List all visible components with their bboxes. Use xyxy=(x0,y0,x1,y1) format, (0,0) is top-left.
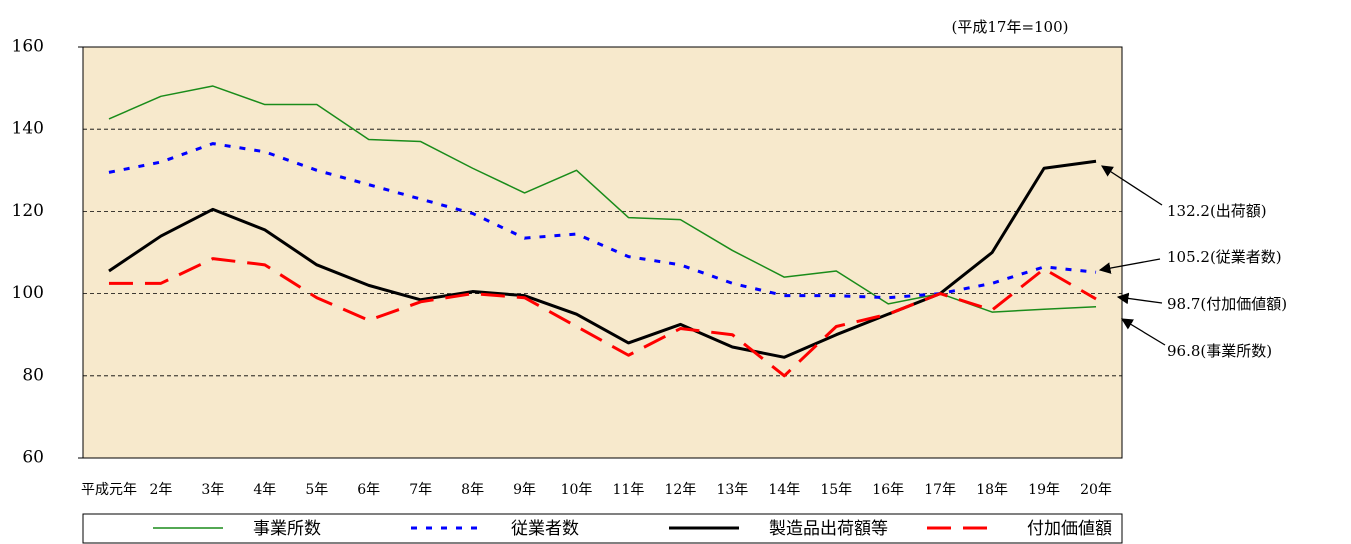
x-tick-label: 5年 xyxy=(305,482,328,498)
annotation: 96.8(事業所数) xyxy=(1167,342,1272,360)
y-tick-label: 60 xyxy=(22,448,44,468)
x-tick-label: 6年 xyxy=(357,482,380,498)
x-tick-label: 15年 xyxy=(820,482,852,498)
legend-label: 製造品出荷額等 xyxy=(769,519,888,539)
legend-label: 従業者数 xyxy=(511,519,579,539)
y-tick-label: 80 xyxy=(22,365,44,385)
x-tick-label: 7年 xyxy=(409,482,432,498)
x-tick-label: 8年 xyxy=(461,482,484,498)
x-tick-label: 17年 xyxy=(924,482,956,498)
x-tick-label: 18年 xyxy=(976,482,1008,498)
x-tick-label: 3年 xyxy=(201,482,224,498)
series-line xyxy=(108,257,1097,378)
legend-label: 事業所数 xyxy=(253,519,321,539)
annotation: 98.7(付加価値額) xyxy=(1167,295,1287,313)
series-line xyxy=(108,142,1097,300)
series-line xyxy=(108,85,1097,313)
arrow xyxy=(1098,258,1161,274)
x-tick-label: 16年 xyxy=(872,482,904,498)
x-tick-label: 14年 xyxy=(768,482,800,498)
x-tick-label: 9年 xyxy=(513,482,536,498)
legend-label: 付加価値額 xyxy=(1027,519,1112,539)
annotation: 105.2(従業者数) xyxy=(1167,248,1282,266)
x-tick-label: 11年 xyxy=(613,482,645,498)
x-tick-label: 19年 xyxy=(1028,482,1060,498)
arrow xyxy=(1101,165,1163,206)
x-tick-label: 2年 xyxy=(149,482,172,498)
y-tick-label: 140 xyxy=(12,119,44,139)
annotation-arrows xyxy=(1098,165,1166,346)
x-tick-label: 平成元年 xyxy=(81,482,137,498)
arrow xyxy=(1116,292,1163,305)
x-tick-label: 10年 xyxy=(561,482,593,498)
plot-area xyxy=(82,46,1123,459)
subtitle: (平成17年=100) xyxy=(952,18,1069,36)
x-tick-label: 4年 xyxy=(253,482,276,498)
x-tick-label: 12年 xyxy=(665,482,697,498)
x-tick-label: 13年 xyxy=(716,482,748,498)
y-tick-label: 160 xyxy=(12,37,44,57)
annotation: 132.2(出荷額) xyxy=(1167,202,1267,220)
y-tick-label: 120 xyxy=(12,201,44,221)
arrow xyxy=(1120,318,1166,346)
y-tick-label: 100 xyxy=(12,283,44,303)
x-tick-label: 20年 xyxy=(1080,482,1112,498)
